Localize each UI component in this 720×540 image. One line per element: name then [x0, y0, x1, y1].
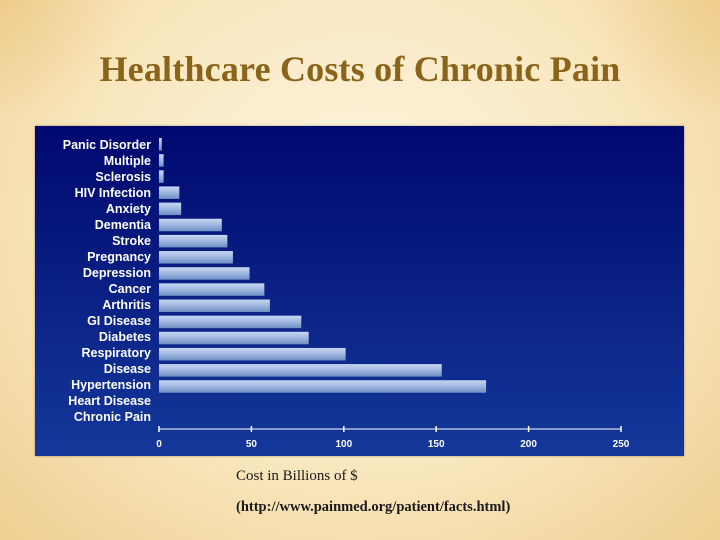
- category-label: Anxiety: [106, 202, 151, 216]
- x-tick-label: 100: [335, 439, 352, 450]
- bar: [159, 267, 250, 280]
- x-tick-label: 50: [246, 439, 258, 450]
- category-label: Arthritis: [102, 298, 151, 312]
- category-label: HIV Infection: [75, 186, 151, 200]
- bar: [159, 170, 164, 183]
- category-label: Cancer: [109, 282, 152, 296]
- bar: [159, 364, 442, 377]
- chart-panel: Panic Disorder Multiple Sclerosis HIV Infec…: [35, 126, 684, 456]
- bar: [159, 251, 233, 264]
- category-label: Heart Disease: [68, 394, 151, 408]
- category-label: Depression: [83, 266, 151, 280]
- category-label: Panic Disorder: [63, 138, 151, 152]
- category-label: Diabetes: [99, 330, 151, 344]
- category-label: Multiple: [104, 154, 151, 168]
- corner-decoration-top-left: [0, 0, 140, 110]
- bar: [159, 347, 346, 361]
- x-tick-label: 150: [428, 439, 445, 450]
- category-label: Dementia: [95, 218, 152, 232]
- bar: [159, 331, 309, 345]
- category-label: Stroke: [112, 234, 151, 248]
- category-label: Sclerosis: [95, 170, 151, 184]
- bar: [159, 283, 265, 296]
- slide-title: Healthcare Costs of Chronic Pain: [99, 49, 621, 89]
- bar: [159, 186, 180, 199]
- x-tick-label: 200: [520, 439, 537, 450]
- bar: [159, 138, 162, 151]
- source-citation: (http://www.painmed.org/patient/facts.ht…: [236, 499, 511, 515]
- category-label: GI Disease: [87, 314, 151, 328]
- bar: [159, 154, 164, 167]
- category-label: Pregnancy: [87, 250, 151, 264]
- x-axis-label: Cost in Billions of $: [236, 468, 358, 484]
- bar: [159, 380, 487, 393]
- bar: [159, 218, 222, 232]
- x-tick-label: 250: [613, 439, 630, 450]
- bar-chart: Panic Disorder Multiple Sclerosis HIV Infec…: [63, 138, 630, 450]
- x-tick-label: 0: [156, 439, 162, 450]
- bar: [159, 315, 302, 329]
- bar: [159, 234, 228, 248]
- bar: [159, 299, 270, 312]
- category-label: Hypertension: [71, 378, 151, 392]
- category-label: Chronic Pain: [74, 410, 151, 424]
- bar: [159, 202, 182, 216]
- category-label: Respiratory: [82, 346, 152, 360]
- category-label: Disease: [104, 362, 151, 376]
